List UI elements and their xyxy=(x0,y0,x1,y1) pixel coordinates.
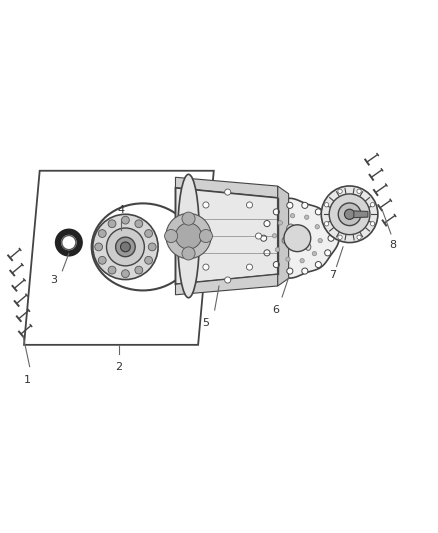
Circle shape xyxy=(106,228,145,266)
Circle shape xyxy=(182,247,195,260)
Ellipse shape xyxy=(306,244,311,251)
Text: 7: 7 xyxy=(328,270,336,280)
Circle shape xyxy=(273,262,279,268)
Circle shape xyxy=(135,266,143,274)
Circle shape xyxy=(194,233,200,239)
Circle shape xyxy=(95,243,102,251)
Circle shape xyxy=(312,252,317,256)
Polygon shape xyxy=(261,198,339,278)
Circle shape xyxy=(264,221,270,227)
Ellipse shape xyxy=(302,230,310,238)
Circle shape xyxy=(325,222,329,226)
Circle shape xyxy=(176,223,201,249)
Circle shape xyxy=(338,189,342,193)
Circle shape xyxy=(315,224,319,229)
Circle shape xyxy=(325,221,331,227)
Circle shape xyxy=(273,209,279,215)
Circle shape xyxy=(371,203,375,207)
Circle shape xyxy=(247,264,253,270)
Circle shape xyxy=(121,216,129,224)
Circle shape xyxy=(108,266,116,274)
Circle shape xyxy=(371,222,375,226)
Circle shape xyxy=(203,202,209,208)
Circle shape xyxy=(121,270,129,278)
Circle shape xyxy=(287,203,293,208)
Circle shape xyxy=(287,268,293,274)
Polygon shape xyxy=(176,274,278,295)
Circle shape xyxy=(300,259,304,263)
Circle shape xyxy=(344,209,355,220)
Ellipse shape xyxy=(282,238,286,243)
Circle shape xyxy=(318,238,322,243)
Polygon shape xyxy=(24,171,214,345)
Circle shape xyxy=(166,213,211,259)
Circle shape xyxy=(116,237,135,257)
Circle shape xyxy=(135,220,143,228)
Circle shape xyxy=(225,189,231,195)
Circle shape xyxy=(329,194,370,235)
Circle shape xyxy=(145,230,152,237)
Circle shape xyxy=(120,242,131,252)
Circle shape xyxy=(272,233,277,238)
Circle shape xyxy=(357,189,361,193)
Circle shape xyxy=(203,264,209,270)
Text: 1: 1 xyxy=(24,375,31,385)
Circle shape xyxy=(264,250,270,256)
Circle shape xyxy=(315,209,321,215)
Circle shape xyxy=(98,230,106,237)
Text: 3: 3 xyxy=(50,274,57,285)
Circle shape xyxy=(199,230,212,243)
Polygon shape xyxy=(176,177,278,198)
Circle shape xyxy=(98,256,106,264)
Circle shape xyxy=(338,235,342,239)
Circle shape xyxy=(275,247,279,252)
Circle shape xyxy=(357,235,361,239)
Circle shape xyxy=(225,277,231,283)
Circle shape xyxy=(284,225,311,252)
Circle shape xyxy=(261,235,267,241)
Circle shape xyxy=(182,212,195,225)
Circle shape xyxy=(286,257,290,261)
Circle shape xyxy=(325,250,331,256)
Circle shape xyxy=(93,214,158,279)
Circle shape xyxy=(62,236,76,249)
Circle shape xyxy=(247,202,253,208)
Circle shape xyxy=(290,214,295,218)
Circle shape xyxy=(315,262,321,268)
Circle shape xyxy=(302,203,308,208)
Circle shape xyxy=(278,221,283,225)
Text: 2: 2 xyxy=(115,361,123,372)
Ellipse shape xyxy=(286,224,295,235)
Circle shape xyxy=(148,243,156,251)
Circle shape xyxy=(325,203,329,207)
Text: 6: 6 xyxy=(272,305,279,315)
Circle shape xyxy=(338,203,361,225)
Circle shape xyxy=(108,220,116,228)
Text: 5: 5 xyxy=(202,318,209,328)
Ellipse shape xyxy=(178,174,199,298)
Circle shape xyxy=(328,235,334,241)
Circle shape xyxy=(145,256,152,264)
Circle shape xyxy=(302,268,308,274)
Text: 8: 8 xyxy=(389,240,397,250)
Circle shape xyxy=(304,215,309,220)
Circle shape xyxy=(255,233,261,239)
Circle shape xyxy=(165,230,178,243)
Polygon shape xyxy=(278,186,289,286)
Circle shape xyxy=(321,186,378,243)
Polygon shape xyxy=(176,188,278,284)
Text: 4: 4 xyxy=(117,205,125,215)
Polygon shape xyxy=(354,211,368,217)
Ellipse shape xyxy=(290,240,296,249)
